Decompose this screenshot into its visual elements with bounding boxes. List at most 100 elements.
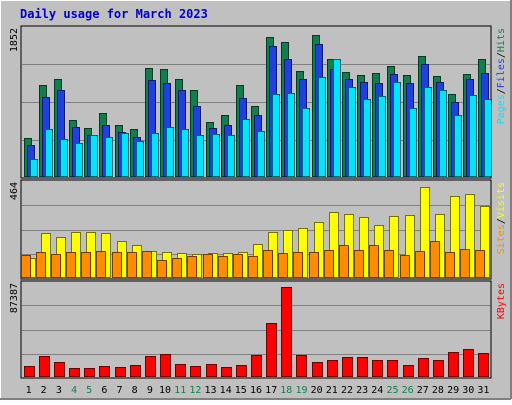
bar-pages-day-25 xyxy=(393,82,401,177)
bar-sites-day-2 xyxy=(36,252,46,278)
bar-pages-day-2 xyxy=(45,129,53,177)
legend-item-1: / xyxy=(496,218,507,224)
panel-kbytes: 87387 KBytes xyxy=(9,280,507,379)
bar-pages-day-22 xyxy=(348,87,356,177)
bar-sites-day-14 xyxy=(218,256,228,278)
bar-kbytes-day-15 xyxy=(236,365,247,377)
bar-sites-day-13 xyxy=(203,254,213,278)
bar-kbytes-day-21 xyxy=(327,360,338,377)
x-tick-day-8: 8 xyxy=(132,385,138,396)
bar-pages-day-26 xyxy=(409,108,417,177)
x-tick-day-3: 3 xyxy=(56,385,62,396)
x-tick-day-13: 13 xyxy=(204,385,216,396)
legend-item-4: Hits xyxy=(496,28,507,52)
x-tick-day-27: 27 xyxy=(417,385,429,396)
bar-kbytes-day-17 xyxy=(266,323,277,377)
bar-kbytes-day-22 xyxy=(342,357,353,377)
bar-kbytes-day-10 xyxy=(160,354,171,377)
legend-item-0: Pages xyxy=(496,94,507,124)
bar-kbytes-day-13 xyxy=(206,364,217,377)
panel-border xyxy=(20,280,492,379)
x-tick-day-11: 11 xyxy=(174,385,186,396)
x-tick-day-25: 25 xyxy=(386,385,398,396)
legend-item-0: Sites xyxy=(496,224,507,254)
bar-pages-day-15 xyxy=(242,119,250,177)
bar-kbytes-day-8 xyxy=(130,365,141,377)
bar-sites-day-25 xyxy=(384,250,394,278)
bar-sites-day-9 xyxy=(142,251,152,278)
bar-kbytes-day-24 xyxy=(372,360,383,377)
y-max-label-kbytes: 87387 xyxy=(9,283,20,313)
bar-kbytes-day-6 xyxy=(99,366,110,377)
x-tick-day-24: 24 xyxy=(371,385,383,396)
bar-pages-day-6 xyxy=(105,137,113,177)
bar-sites-day-11 xyxy=(172,258,182,278)
legend-item-0: KBytes xyxy=(496,283,507,319)
x-tick-day-23: 23 xyxy=(356,385,368,396)
x-tick-day-12: 12 xyxy=(189,385,201,396)
bar-sites-day-18 xyxy=(278,253,288,278)
bar-pages-day-18 xyxy=(287,93,295,177)
x-tick-day-4: 4 xyxy=(71,385,77,396)
bar-kbytes-day-12 xyxy=(190,366,201,377)
bar-sites-day-20 xyxy=(309,252,319,278)
bar-pages-day-11 xyxy=(181,129,189,177)
bar-kbytes-day-23 xyxy=(357,357,368,377)
bar-pages-day-1 xyxy=(30,159,38,177)
legend-hits-files-pages: Pages/Files/Hits xyxy=(496,28,507,124)
bar-kbytes-day-11 xyxy=(175,364,186,377)
bar-sites-day-3 xyxy=(51,254,61,278)
bar-pages-day-14 xyxy=(227,135,235,177)
bar-sites-day-6 xyxy=(96,251,106,278)
x-tick-day-9: 9 xyxy=(147,385,153,396)
bar-pages-day-19 xyxy=(302,108,310,177)
bar-kbytes-day-26 xyxy=(403,365,414,377)
bar-sites-day-8 xyxy=(127,252,137,278)
bar-pages-day-21 xyxy=(333,59,341,177)
bar-kbytes-day-7 xyxy=(115,367,126,377)
x-tick-day-20: 20 xyxy=(311,385,323,396)
panel-visits-sites: 464 Sites/Visits xyxy=(9,179,507,280)
bar-kbytes-day-16 xyxy=(251,355,262,377)
bar-kbytes-day-18 xyxy=(281,287,292,377)
bar-kbytes-day-19 xyxy=(296,355,307,377)
y-max-label-visits-sites: 464 xyxy=(9,182,20,200)
bar-pages-day-29 xyxy=(454,115,462,177)
bar-kbytes-day-9 xyxy=(145,356,156,377)
bar-sites-day-10 xyxy=(157,260,167,278)
x-tick-day-10: 10 xyxy=(159,385,171,396)
bar-pages-day-3 xyxy=(60,139,68,177)
bar-sites-day-19 xyxy=(293,252,303,278)
bar-sites-day-15 xyxy=(233,254,243,278)
x-tick-day-16: 16 xyxy=(250,385,262,396)
bar-kbytes-day-30 xyxy=(463,349,474,377)
bar-sites-day-24 xyxy=(369,245,379,278)
bar-pages-day-17 xyxy=(272,94,280,177)
bar-kbytes-day-5 xyxy=(84,368,95,377)
bar-pages-day-4 xyxy=(75,143,83,177)
bar-sites-day-28 xyxy=(430,241,440,278)
bar-sites-day-7 xyxy=(112,252,122,278)
bar-pages-day-7 xyxy=(121,133,129,177)
bar-sites-day-27 xyxy=(415,251,425,278)
x-tick-day-7: 7 xyxy=(116,385,122,396)
bar-kbytes-day-1 xyxy=(24,366,35,377)
bar-sites-day-21 xyxy=(324,250,334,278)
bar-kbytes-day-2 xyxy=(39,356,50,377)
bar-pages-day-8 xyxy=(136,141,144,177)
bar-sites-day-29 xyxy=(445,252,455,278)
x-tick-day-1: 1 xyxy=(26,385,32,396)
legend-item-2: Files xyxy=(496,58,507,88)
bar-pages-day-30 xyxy=(469,95,477,177)
bar-kbytes-day-25 xyxy=(387,360,398,377)
x-tick-day-29: 29 xyxy=(447,385,459,396)
legend-item-1: / xyxy=(496,88,507,94)
bar-sites-day-12 xyxy=(187,256,197,278)
bar-pages-day-12 xyxy=(196,135,204,177)
legend-item-2: Visits xyxy=(496,182,507,218)
chart-title: Daily usage for March 2023 xyxy=(20,7,208,21)
